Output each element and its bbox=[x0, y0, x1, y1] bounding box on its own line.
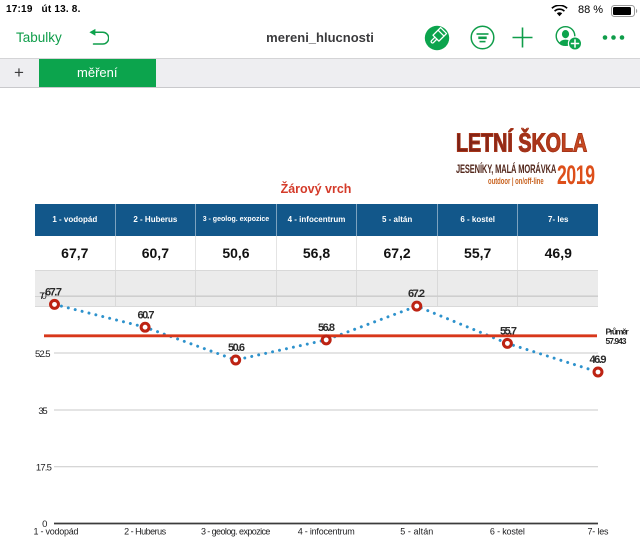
svg-text:3 - geolog. expozice: 3 - geolog. expozice bbox=[201, 527, 271, 537]
svg-text:52.5: 52.5 bbox=[35, 349, 51, 360]
svg-text:17.5: 17.5 bbox=[36, 462, 52, 473]
svg-text:7- les: 7- les bbox=[588, 527, 610, 537]
svg-text:4 - infocentrum: 4 - infocentrum bbox=[298, 527, 355, 537]
svg-text:35: 35 bbox=[38, 406, 47, 417]
svg-text:60.7: 60.7 bbox=[138, 309, 155, 321]
svg-text:2 - Huberus: 2 - Huberus bbox=[124, 527, 167, 537]
svg-text:Průměr: Průměr bbox=[606, 326, 630, 336]
svg-text:0: 0 bbox=[42, 519, 47, 530]
svg-text:56.8: 56.8 bbox=[318, 322, 335, 334]
svg-text:50.6: 50.6 bbox=[228, 342, 245, 354]
svg-text:46.9: 46.9 bbox=[590, 354, 607, 366]
svg-text:1 - vodopád: 1 - vodopád bbox=[34, 527, 79, 537]
svg-text:67.7: 67.7 bbox=[45, 286, 62, 298]
svg-text:6 - kostel: 6 - kostel bbox=[490, 527, 525, 537]
svg-text:57.943: 57.943 bbox=[606, 336, 627, 346]
svg-text:55.7: 55.7 bbox=[500, 326, 517, 338]
svg-text:67.2: 67.2 bbox=[408, 288, 425, 300]
svg-text:70: 70 bbox=[39, 291, 47, 302]
svg-text:5 - altán: 5 - altán bbox=[400, 527, 433, 537]
